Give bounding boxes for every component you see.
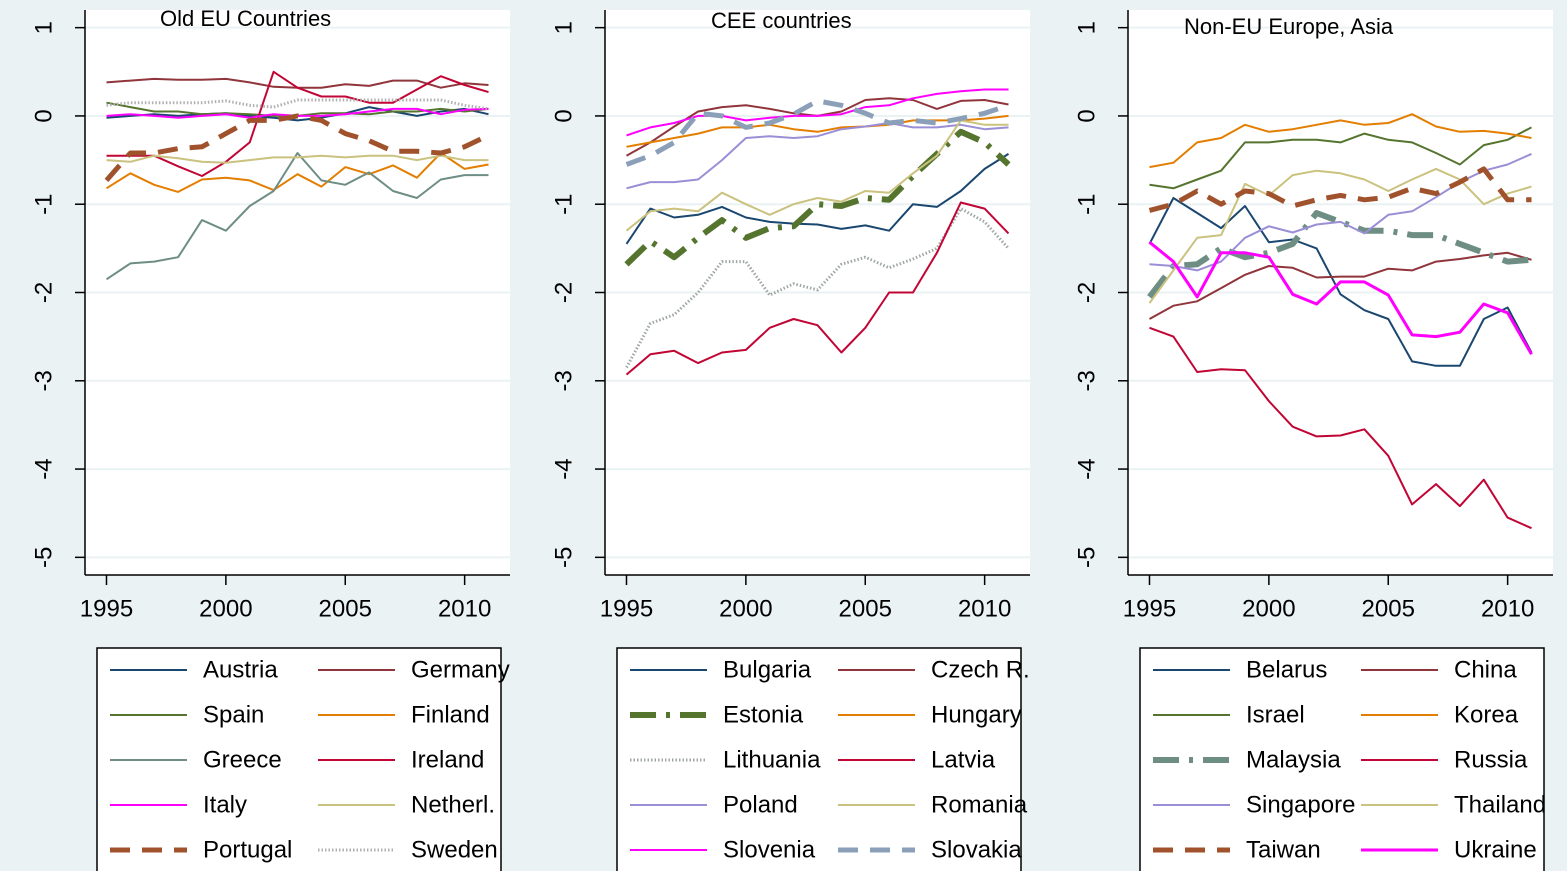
x-tick-label: 1995 — [80, 595, 133, 622]
y-tick-label: 1 — [1073, 21, 1100, 34]
legend-label: Slovakia — [931, 836, 1022, 863]
legend-label: Estonia — [723, 701, 804, 728]
x-tick-label: 2005 — [1362, 595, 1415, 622]
legend-label: Israel — [1246, 701, 1305, 728]
series-line — [625, 98, 1010, 167]
y-tick-label: -4 — [1073, 458, 1100, 479]
legend-label: Belarus — [1246, 656, 1327, 683]
legend-label: Portugal — [203, 836, 292, 863]
y-tick-label: -1 — [1073, 194, 1100, 215]
series-line — [1149, 326, 1532, 530]
legend-label: China — [1454, 656, 1517, 683]
series-line — [105, 152, 489, 281]
x-tick-label: 2005 — [319, 595, 372, 622]
series-line — [106, 70, 489, 177]
x-tick-label: 2010 — [1481, 595, 1534, 622]
series-line — [626, 114, 1009, 148]
series-line — [1147, 210, 1532, 299]
panel-title: CEE countries — [711, 8, 852, 33]
series-line — [1149, 113, 1532, 169]
y-tick-label: 0 — [1073, 109, 1100, 122]
y-tick-label: -5 — [1073, 547, 1100, 568]
series-line — [1149, 126, 1532, 190]
y-tick-label: -3 — [30, 370, 57, 391]
x-tick-label: 2000 — [1242, 595, 1295, 622]
y-tick-label: -4 — [550, 458, 577, 479]
y-tick-label: -5 — [550, 547, 577, 568]
legend-label: Romania — [931, 791, 1028, 818]
legend-label: Slovenia — [723, 836, 816, 863]
y-tick-label: -3 — [550, 370, 577, 391]
x-tick-label: 1995 — [600, 595, 653, 622]
legend-label: Taiwan — [1246, 836, 1321, 863]
panel: 1 0 -1 -2 -3 -4 -5 1995 2000 2005 2010 CEE countrie… — [550, 8, 1030, 871]
y-tick-label: -5 — [30, 547, 57, 568]
series-line — [1148, 241, 1533, 356]
series-line — [625, 119, 1009, 232]
y-tick-label: 1 — [550, 21, 577, 34]
x-tick-label: 2005 — [839, 595, 892, 622]
y-tick-label: -4 — [30, 458, 57, 479]
x-tick-label: 1995 — [1123, 595, 1176, 622]
x-tick-label: 2010 — [958, 595, 1011, 622]
legend-box — [616, 647, 1022, 871]
y-tick-label: 0 — [30, 109, 57, 122]
legend-label: Austria — [203, 656, 278, 683]
series-line — [626, 88, 1009, 137]
series-line — [625, 153, 1010, 245]
series-line — [105, 152, 489, 193]
series-line — [106, 106, 489, 122]
legend-label: Czech R. — [931, 656, 1030, 683]
series-line — [1148, 166, 1532, 213]
legend-label: Thailand — [1454, 791, 1546, 818]
series-line — [1148, 167, 1532, 304]
panel-title: Old EU Countries — [160, 6, 331, 31]
legend-label: Malaysia — [1246, 746, 1341, 773]
y-tick-label: -3 — [1073, 370, 1100, 391]
legend-label: Germany — [411, 656, 510, 683]
series-line — [625, 201, 1010, 376]
y-tick-label: -2 — [550, 282, 577, 303]
legend-label: Finland — [411, 701, 490, 728]
y-tick-label: 0 — [550, 109, 577, 122]
legend-label: Korea — [1454, 701, 1519, 728]
x-tick-label: 2000 — [719, 595, 772, 622]
y-tick-label: 1 — [30, 21, 57, 34]
legend-label: Latvia — [931, 746, 996, 773]
series-line — [106, 98, 489, 111]
legend-label: Poland — [723, 791, 798, 818]
panel: 1 0 -1 -2 -3 -4 -5 1995 2000 2005 2010 Old EU Count… — [30, 6, 510, 871]
y-tick-label: -2 — [30, 282, 57, 303]
legend-label: Russia — [1454, 746, 1528, 773]
series-line — [626, 122, 1009, 190]
legend-label: Sweden — [411, 836, 498, 863]
legend-label: Ukraine — [1454, 836, 1537, 863]
panel-title: Non-EU Europe, Asia — [1184, 14, 1394, 39]
x-tick-label: 2010 — [438, 595, 491, 622]
y-tick-label: -2 — [1073, 282, 1100, 303]
legend-label: Bulgaria — [723, 656, 812, 683]
legend-label: Lithuania — [723, 746, 821, 773]
series-line — [104, 113, 490, 183]
legend-label: Italy — [203, 791, 247, 818]
legend-label: Greece — [203, 746, 282, 773]
legend-label: Netherl. — [411, 791, 495, 818]
legend-label: Singapore — [1246, 791, 1355, 818]
legend-label: Hungary — [931, 701, 1022, 728]
y-tick-label: -1 — [30, 194, 57, 215]
series-line — [625, 207, 1010, 369]
x-tick-label: 2000 — [199, 595, 252, 622]
legend-label: Ireland — [411, 746, 484, 773]
series-line — [1148, 197, 1533, 367]
panel: 1 0 -1 -2 -3 -4 -5 1995 2000 2005 2010 Non-EU Europ… — [1073, 10, 1553, 871]
y-tick-label: -1 — [550, 194, 577, 215]
legend-label: Spain — [203, 701, 264, 728]
series-line — [106, 154, 489, 164]
series-line — [1149, 251, 1532, 320]
